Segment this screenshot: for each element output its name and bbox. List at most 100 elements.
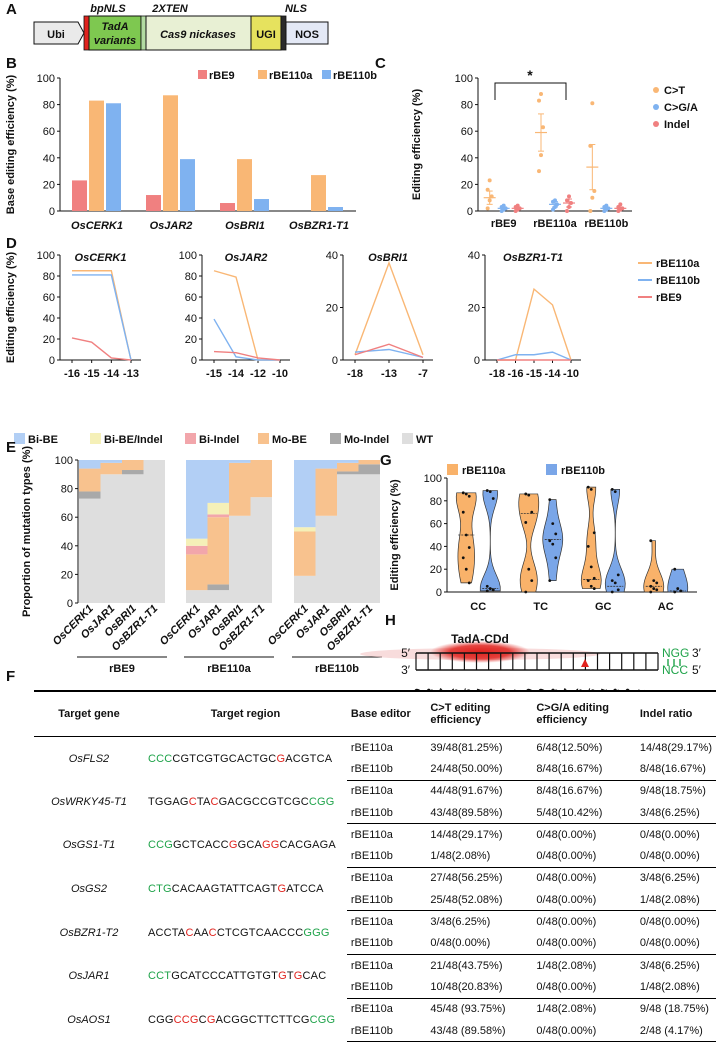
g-x-label-CC: CC [470,601,486,613]
pam-seq: CCC [147,752,173,765]
b-bar-rBE9-OsCERK1 [72,180,87,211]
g-point-rBE110a [655,581,659,585]
e-seg-rBE9-OsCERK1-MoBE [79,468,101,492]
g-point-rBE110a [524,521,528,524]
d1-line-rBE110a [213,270,280,361]
c-y-axis-label: Editing efficiency (%) [411,89,423,201]
e-y-tick-label: 40 [61,541,73,553]
e-seg-rBE9-OsBRI1-MoIndel [122,470,144,475]
h-left-bottom: 3′ [401,663,411,677]
construct-label-tada: TadA [101,21,128,33]
indel-ratio: 2/48 (4.17%) [635,1019,716,1043]
d0-title: OsCERK1 [75,252,127,264]
g-x-label-AC: AC [658,601,674,613]
table-row: rBE110b 43/48(89.58%) 5/48(10.42%) 3/48(6.2… [34,801,716,825]
target-gene: OsFLS2 [68,752,110,765]
base-editor: rBE110a [350,959,393,972]
g-y-tick-label: 100 [424,473,442,485]
indel-ratio: 0/48(0.00%) [639,916,700,929]
c-point-C>T [487,178,492,183]
base-editor: rBE110a [350,741,393,754]
d2-y-tick-label: 40 [326,250,338,262]
g-point-rBE110a [461,556,465,560]
g-point-rBE110b [610,488,614,491]
c-legend-dot-C>G/A [653,104,659,110]
panel-letter-d: D [6,235,17,252]
xten-linker-block [140,15,147,51]
g-y-tick-label: 20 [430,564,442,576]
g-y-tick-label: 40 [430,541,442,553]
b-legend-swatch-rBE9 [198,70,207,79]
e-seg-rBE9-OsCERK1-WT [79,498,101,603]
target-gene: OsGS2 [70,883,108,896]
d2-y-tick-label: 20 [326,303,338,315]
table-row: OsFLS2 CCCCGTCGTGCACTGCGACGTCA rBE110a 39/4… [34,737,716,765]
target-region: CCTGCATCCCATTGTGTGTGCAC [144,954,347,998]
e-group-label-rBE9: rBE9 [109,663,135,675]
g-violin-rBE110b-AC [667,568,689,593]
b-bar-rBE9-OsJAR2 [146,195,161,211]
d-legend-rBE110a: rBE110a [656,258,700,270]
c-point-Indel [567,194,571,199]
b-y-axis-label: Base editing efficiency (%) [5,74,17,214]
base-editor: rBE110b [346,889,427,912]
d1-y-tick-label: 0 [191,355,197,367]
d3-y-tick-label: 20 [468,303,480,315]
d1-y-tick-label: 100 [179,250,197,262]
e-seg-rBE110b-OsBZR1-T1-MoIndel [358,464,380,475]
nos-terminator-block [285,21,329,45]
g-point-rBE110b [610,590,614,594]
g-legend-rBE110a: rBE110a [462,465,506,477]
e-seg-rBE110a-OsBRI1-BiBE [229,460,251,463]
e-legend-MoBE: Mo-BE [272,434,307,446]
h-position--14: -14 [472,687,487,690]
ct-efficiency: 1/48(2.08%) [426,845,533,868]
c-legend-C>G/A: C>G/A [664,102,698,114]
construct-label-ubi: Ubi [47,29,65,41]
e-seg-rBE110b-OsBRI1-BiBE [337,460,359,463]
c-point-C>T [537,98,541,103]
e-seg-rBE110a-OsJAR1-BiBEIndel [207,502,229,515]
nls-block [280,15,287,51]
b-y-tick-label: 80 [43,100,55,112]
d1-line-rBE9 [213,350,281,361]
d0-x-tick-label: -14 [103,368,120,380]
target-region: CCCCGTCGTGCACTGCGACGTCA [144,737,347,781]
g-point-rBE110b [673,567,677,571]
e-group-label-rBE110a: rBE110a [207,663,251,675]
e-seg-rBE9-OsBRI1-WT [122,474,144,603]
cga-efficiency: 5/48(10.42%) [532,801,636,825]
ct-efficiency: 44/48(91.67%) [430,785,503,798]
d2-y-tick-label: 0 [332,355,338,367]
panel-d-line-charts: 0 20 40 60 80 100 Editing efficiency (%) OsCERK… [5,250,700,380]
indel-ratio: 14/48(29.17%) [639,741,712,754]
d0-line-rBE9 [71,337,132,361]
indel-ratio: 0/48(0.00%) [639,828,700,841]
indel-ratio: 9/48 (18.75%) [639,1003,709,1016]
e-y-tick-label: 0 [67,598,73,610]
e-seg-rBE9-OsJAR1-BiBE [100,460,122,463]
b-y-tick-label: 40 [43,153,55,165]
e-seg-rBE110a-OsJAR1-MoBE [207,517,229,585]
e-seg-rBE110a-OsCERK1-MoBE [186,554,208,591]
seq-segment: GCA [237,839,263,852]
col-ct: C>T editing efficiency [426,690,533,737]
d2-x-tick-label: -7 [418,368,428,380]
ct-efficiency: 25/48(52.08%) [426,889,533,912]
panel-a-construct: Ubi TadA variants Cas9 nickases UGI NOS bpNLS 2… [33,3,329,51]
indel-ratio: 3/48(6.25%) [639,959,700,972]
col-target-region: Target region [143,690,347,737]
edited-base: G [277,883,287,896]
e-seg-rBE9-OsBZR1-T1-WT [143,460,165,603]
g-point-rBE110a [464,492,468,496]
d3-line-rBE110b [496,351,572,361]
e-seg-rBE110b-OsJAR1-MoBE [315,468,337,516]
cas9-block [145,15,252,51]
ct-efficiency: 14/48(29.17%) [430,828,503,841]
table-row: OsBZR1-T2 ACCTACAACCTCGTCAACCCGGG rBE110a 3… [34,911,716,939]
g-point-rBE110a [655,588,659,592]
seq-segment: GCATCCCATTGTGT [171,970,279,983]
pam-seq: GGG [303,926,330,939]
base-editor: rBE110b [346,801,427,825]
e-seg-rBE110a-OsJAR1-MoIndel [207,584,229,591]
